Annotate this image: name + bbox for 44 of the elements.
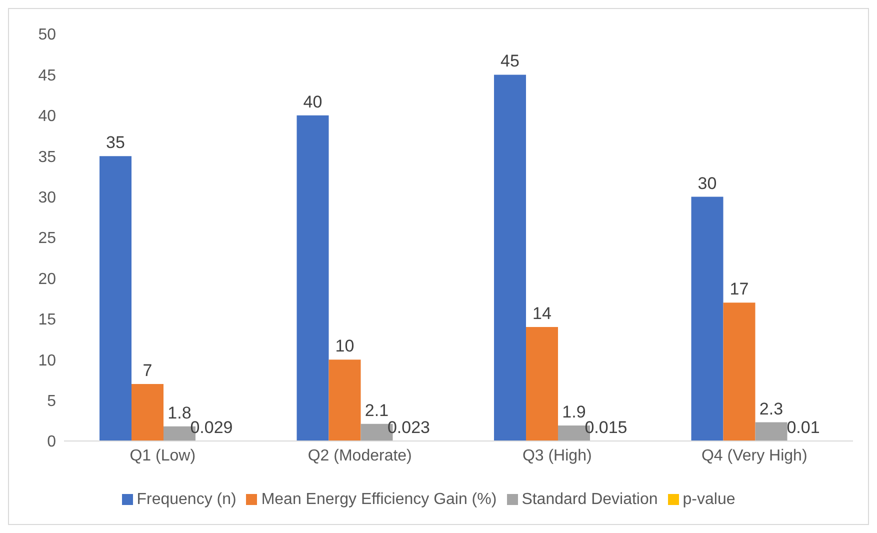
legend-label: Standard Deviation — [522, 491, 658, 508]
y-tick-label: 10 — [38, 352, 56, 370]
data-label: 0.023 — [387, 418, 430, 437]
bar — [755, 422, 788, 441]
legend-label: Frequency (n) — [136, 491, 236, 508]
y-tick-label: 45 — [38, 67, 56, 84]
data-label: 14 — [532, 304, 552, 324]
y-tick-label: 50 — [38, 26, 56, 44]
x-tick-label: Q3 (High) — [522, 447, 592, 464]
y-tick-label: 5 — [47, 392, 56, 410]
data-label: 30 — [698, 174, 717, 193]
data-label: 35 — [106, 133, 125, 152]
x-tick-label: Q2 (Moderate) — [308, 447, 412, 464]
y-tick-label: 40 — [38, 108, 56, 126]
x-tick-label: Q1 (Low) — [130, 447, 196, 464]
y-tick-label: 15 — [38, 312, 56, 329]
data-label: 1.9 — [562, 402, 586, 422]
bar — [328, 360, 361, 441]
data-label: 2.3 — [759, 399, 784, 418]
y-tick-label: 30 — [38, 189, 56, 206]
bar — [296, 115, 329, 441]
y-tick-label: 35 — [38, 148, 56, 166]
bar — [494, 74, 526, 441]
data-label: 2.1 — [364, 400, 389, 420]
legend-label: p-value — [682, 491, 736, 508]
bar — [691, 196, 724, 441]
bar — [132, 384, 164, 441]
x-tick-label: Q4 (Very High) — [701, 447, 808, 464]
y-tick-label: 25 — [38, 230, 56, 248]
data-label: 10 — [335, 336, 354, 356]
data-label: 45 — [500, 52, 520, 71]
bar — [723, 302, 756, 441]
bar — [526, 327, 558, 441]
data-label: 1.8 — [168, 403, 192, 422]
data-label: 0.01 — [786, 418, 820, 437]
data-label: 0.015 — [584, 418, 628, 437]
bar — [100, 156, 132, 441]
legend-label: Mean Energy Efficiency Gain (%) — [261, 491, 497, 508]
y-tick-label: 0 — [47, 434, 56, 451]
data-label: 0.029 — [190, 418, 233, 437]
data-label: 40 — [303, 92, 322, 112]
data-label: 7 — [142, 361, 152, 380]
y-tick-label: 20 — [38, 270, 56, 288]
data-label: 17 — [730, 280, 749, 299]
